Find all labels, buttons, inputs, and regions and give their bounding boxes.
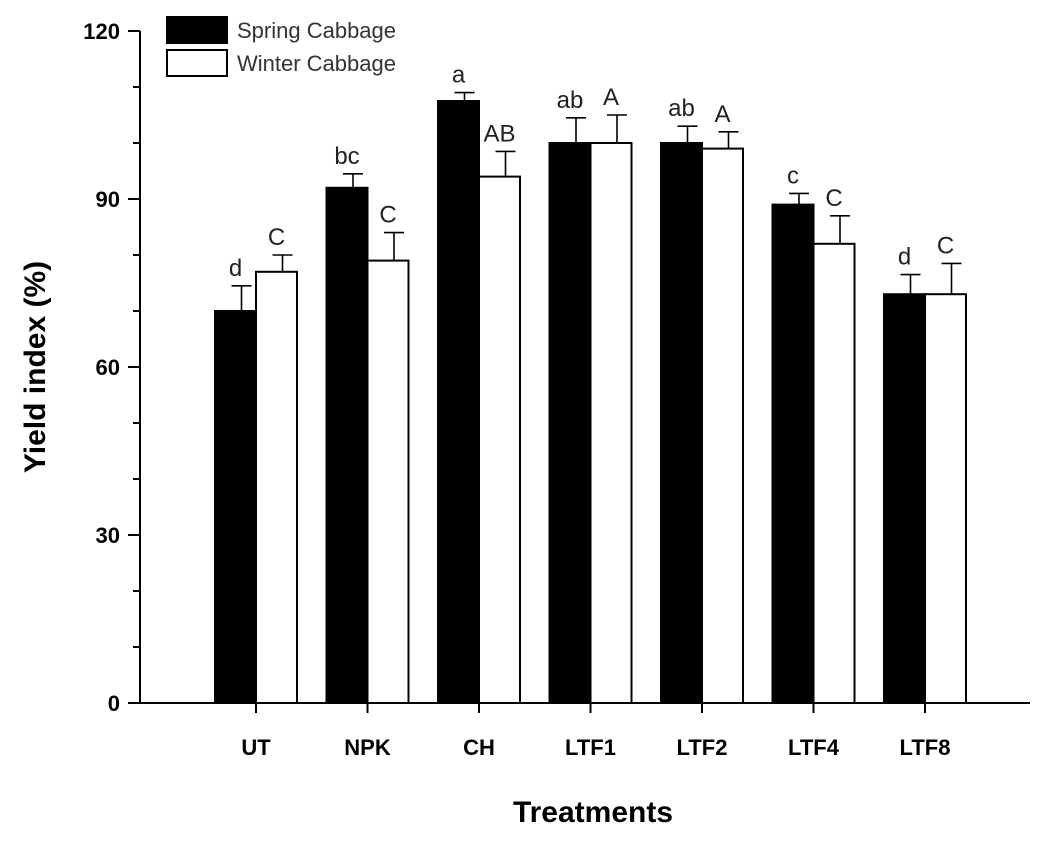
y-tick-label: 0 bbox=[108, 691, 120, 716]
legend-swatch bbox=[166, 16, 228, 44]
y-tick-label: 60 bbox=[96, 355, 120, 380]
axes: 0 30 60 90 120 UT NPK CH LTF1 LTF2 LTF4 LTF8 bbox=[83, 19, 1030, 760]
legend-label: Winter Cabbage bbox=[237, 51, 396, 76]
significance-label: ab bbox=[668, 95, 695, 122]
significance-label: C bbox=[268, 224, 285, 251]
significance-label: AB bbox=[483, 120, 515, 147]
x-tick-label: LTF2 bbox=[677, 735, 728, 760]
significance-label: C bbox=[937, 232, 954, 259]
bar bbox=[812, 242, 856, 705]
bar bbox=[660, 142, 703, 704]
x-tick-label: UT bbox=[241, 735, 271, 760]
bar bbox=[478, 175, 521, 705]
bar bbox=[437, 100, 480, 704]
significance-label: ab bbox=[557, 87, 584, 114]
bar bbox=[325, 186, 369, 705]
bar bbox=[924, 293, 967, 704]
y-axis-title: Yield index (%) bbox=[19, 261, 52, 473]
significance-label: a bbox=[452, 62, 466, 89]
x-tick-label: LTF4 bbox=[788, 735, 840, 760]
significance-label: c bbox=[787, 162, 799, 189]
legend-swatch bbox=[166, 49, 228, 77]
bar bbox=[214, 310, 257, 704]
significance-label: d bbox=[898, 244, 911, 271]
significance-label: C bbox=[379, 202, 396, 229]
bar bbox=[701, 147, 744, 705]
bar bbox=[366, 259, 410, 704]
y-tick-label: 90 bbox=[96, 187, 120, 212]
legend: Spring Cabbage Winter Cabbage bbox=[166, 16, 396, 77]
legend-label: Spring Cabbage bbox=[237, 18, 396, 43]
x-tick-label: NPK bbox=[344, 735, 391, 760]
y-tick-label: 120 bbox=[83, 19, 120, 44]
significance-label: A bbox=[603, 84, 619, 111]
significance-label: A bbox=[714, 101, 730, 128]
x-tick-label: LTF1 bbox=[565, 735, 616, 760]
bar bbox=[883, 293, 926, 704]
x-tick-label: CH bbox=[463, 735, 495, 760]
y-tick-label: 30 bbox=[96, 523, 120, 548]
bar bbox=[255, 270, 298, 704]
significance-label: bc bbox=[334, 143, 359, 170]
bar bbox=[589, 142, 633, 704]
significance-label: C bbox=[825, 185, 842, 212]
bar bbox=[548, 142, 592, 704]
x-axis-title: Treatments bbox=[513, 796, 673, 829]
x-tick-label: LTF8 bbox=[900, 735, 951, 760]
significance-label: d bbox=[229, 255, 242, 282]
bar bbox=[771, 203, 815, 704]
